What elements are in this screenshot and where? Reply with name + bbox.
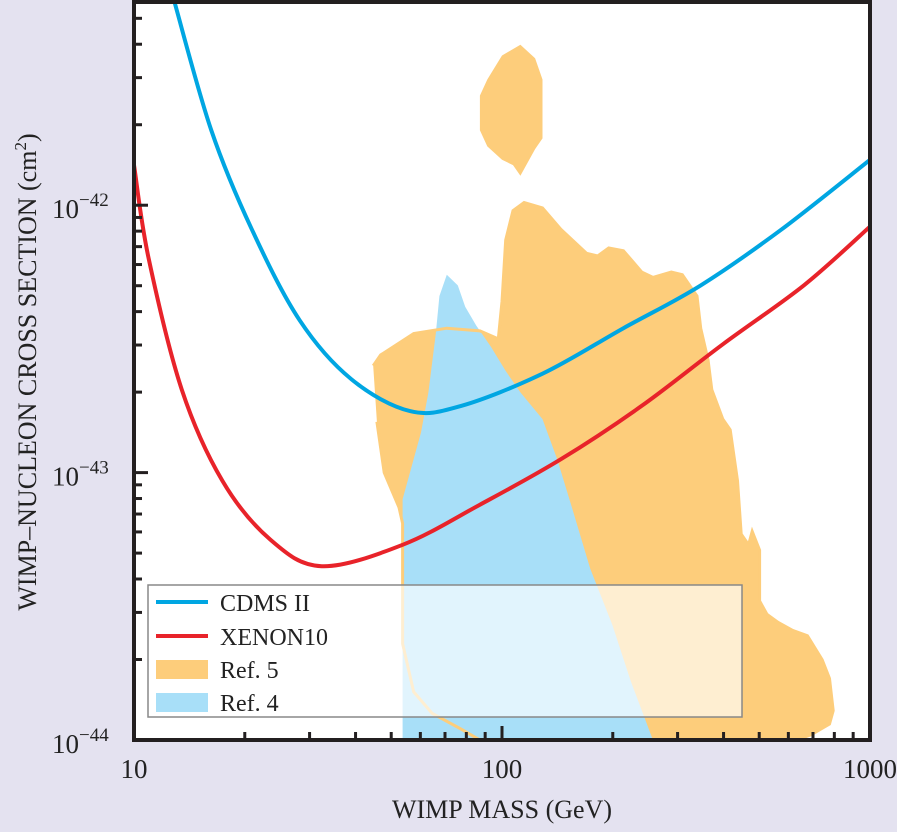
series-xenon10 <box>134 164 870 569</box>
y-tick-label: 10−42 <box>52 190 109 224</box>
y-tick-exponent: −42 <box>79 190 109 211</box>
region-ref-5-1 <box>479 44 543 176</box>
y-tick-label: 10−43 <box>52 458 109 492</box>
region-ref-5-outline <box>371 200 835 740</box>
y-axis-title-sup: 2 <box>11 142 30 151</box>
y-axis-title-end: ) <box>13 133 42 142</box>
legend-label-xenon: XENON10 <box>220 625 328 651</box>
legend-box <box>147 584 743 718</box>
y-tick-exponent: −44 <box>79 725 109 746</box>
x-axis-title: WIMP MASS (GeV) <box>392 795 612 824</box>
x-tick-label: 10 <box>121 754 148 784</box>
legend-label-ref4: Ref. 4 <box>220 691 279 717</box>
y-tick-exponent: −43 <box>79 458 109 479</box>
legend-swatch-ref5 <box>156 660 208 679</box>
legend-label-ref5: Ref. 5 <box>220 658 279 684</box>
x-tick-label: 100 <box>482 754 523 784</box>
legend: CDMS II XENON10 Ref. 5 Ref. 4 <box>147 584 743 718</box>
y-axis-title: WIMP–NUCLEON CROSS SECTION (cm2) <box>11 133 42 610</box>
y-axis-title-main: WIMP–NUCLEON CROSS SECTION (cm <box>13 151 42 611</box>
legend-swatch-ref4 <box>156 693 208 712</box>
plot-frame <box>132 0 872 742</box>
x-tick-label: 1000 <box>843 754 897 784</box>
series-cdms-ii <box>172 2 870 416</box>
y-tick-label: 10−44 <box>52 725 109 759</box>
y-tick-base: 10 <box>52 462 79 492</box>
y-tick-base: 10 <box>52 729 79 759</box>
legend-label-cdms: CDMS II <box>220 591 310 617</box>
y-tick-base: 10 <box>52 194 79 224</box>
